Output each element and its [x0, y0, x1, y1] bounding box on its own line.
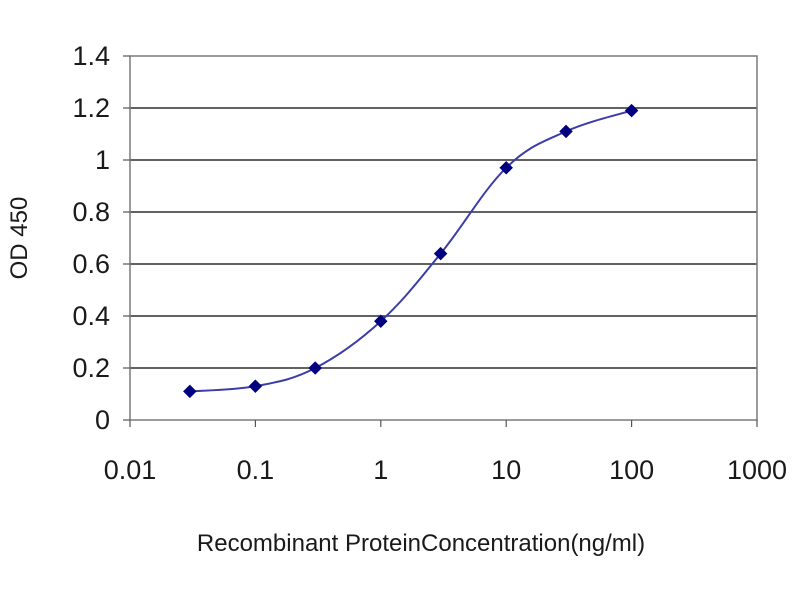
x-tick-label: 10 — [491, 455, 521, 485]
y-tick-label: 0.6 — [72, 249, 110, 279]
y-axis-tick-labels: 0 0.2 0.4 0.6 0.8 1 1.2 1.4 — [72, 41, 110, 435]
data-point-marker — [308, 361, 323, 375]
series-line — [189, 109, 632, 393]
data-point-marker — [559, 124, 573, 139]
x-tick-label: 0.1 — [237, 455, 275, 485]
x-tick-label: 100 — [609, 455, 654, 485]
x-axis-tick-marks — [129, 420, 758, 427]
y-tick-label: 0.4 — [72, 301, 110, 331]
data-point-marker — [433, 246, 448, 261]
data-point-marker — [248, 379, 263, 394]
data-point-marker — [182, 384, 197, 399]
x-axis-title: Recombinant ProteinConcentration(ng/ml) — [197, 530, 645, 557]
y-tick-label: 0.2 — [72, 353, 110, 383]
data-point-marker — [373, 314, 388, 329]
series-layer — [182, 103, 639, 399]
x-tick-label: 1000 — [727, 455, 787, 485]
x-tick-label: 1 — [373, 455, 388, 485]
data-point-marker — [624, 103, 639, 118]
y-tick-label: 0.8 — [72, 197, 110, 227]
y-tick-label: 1.4 — [72, 41, 110, 71]
data-point-marker — [499, 160, 514, 175]
y-tick-label: 1 — [95, 145, 110, 175]
y-tick-label: 1.2 — [72, 93, 110, 123]
x-axis-tick-labels: 0.01 0.1 1 10 100 1000 — [104, 455, 787, 485]
x-tick-label: 0.01 — [104, 455, 157, 485]
y-tick-label: 0 — [95, 405, 110, 435]
gridlines — [130, 107, 757, 369]
plot-area-frame — [129, 55, 758, 421]
y-axis-title: OD 450 — [6, 197, 33, 280]
y-axis-tick-marks — [123, 55, 130, 421]
